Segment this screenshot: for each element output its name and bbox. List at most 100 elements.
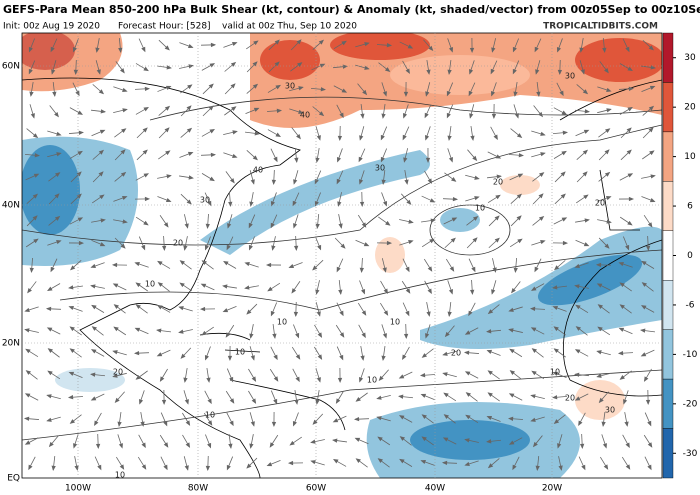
vector-head (627, 173, 634, 178)
vector-head (98, 149, 105, 155)
vector-head (289, 440, 295, 446)
colorbar-label: 20 (684, 103, 696, 113)
vector-head (359, 135, 364, 141)
vector-head (382, 200, 388, 207)
vector-head (625, 46, 630, 53)
vector-head (225, 332, 231, 338)
vector-head (185, 420, 191, 426)
vector-head (441, 460, 448, 466)
vector-head (48, 441, 54, 448)
vector-head (161, 399, 167, 406)
vector-head (354, 437, 361, 442)
vector-head (383, 310, 389, 316)
lat-label: 40N (2, 201, 20, 211)
vector-head (163, 222, 169, 228)
vector-head (619, 282, 625, 288)
vector-head (399, 436, 406, 441)
vector-head (73, 443, 78, 449)
contour-label: 30 (565, 72, 575, 81)
vector-head (142, 127, 148, 133)
vector-head (442, 372, 448, 377)
colorbar-label: -10 (683, 350, 698, 360)
vector-head (184, 223, 189, 229)
vector-head (361, 222, 367, 228)
vector-head (100, 109, 106, 114)
vector-head (188, 64, 194, 69)
vector-head (250, 179, 255, 185)
vector-head (29, 91, 34, 97)
vector-head (402, 134, 407, 141)
vector-head (491, 289, 496, 295)
vector-head (442, 437, 449, 442)
vector-head (507, 416, 514, 421)
vector-head (74, 465, 79, 471)
vector-head (645, 245, 651, 252)
contour-label: 10 (277, 318, 287, 327)
vector-head (312, 265, 318, 271)
vector-head (619, 304, 625, 310)
vector-head (209, 176, 215, 182)
vector-head (403, 157, 408, 163)
vector-head (560, 193, 566, 199)
vector-head (516, 215, 522, 221)
vector-head (273, 398, 278, 405)
vector-head (316, 311, 321, 317)
vector-head (77, 110, 84, 115)
vector-head (398, 415, 405, 420)
vector-head (339, 112, 344, 119)
vector-head (355, 458, 361, 464)
vector-head (584, 109, 590, 114)
vector-head (164, 45, 170, 51)
vector-head (157, 305, 163, 310)
vector-head (295, 354, 301, 360)
vector-head (76, 171, 82, 177)
vector-head (606, 87, 612, 92)
contour-label: 10 (475, 204, 485, 213)
vector-head (517, 238, 523, 244)
vector-head (337, 135, 343, 142)
colorbar-swatch (662, 230, 674, 281)
vector-head (421, 436, 427, 442)
vector-head (534, 46, 539, 53)
vector-head (319, 63, 326, 68)
vector-head (54, 111, 59, 118)
contour-label: 40 (300, 111, 310, 120)
vector-head (361, 332, 366, 339)
vector-head (315, 223, 320, 229)
colorbar-label: -6 (686, 300, 695, 310)
vector-head (273, 156, 278, 163)
vector-head (135, 282, 141, 288)
colorbar-label: -20 (683, 399, 698, 409)
vector-head (187, 43, 194, 49)
vector-head (486, 329, 492, 334)
vector-head (381, 179, 386, 185)
vector-head (141, 464, 147, 470)
vector-head (140, 421, 145, 427)
vector-head (337, 201, 342, 207)
vector-head (318, 111, 325, 117)
colorbar-swatch (662, 181, 674, 231)
vector-head (381, 113, 386, 119)
vector-head (54, 215, 61, 221)
vector-head (405, 310, 410, 317)
vector-head (408, 240, 414, 245)
vector-head (298, 86, 304, 91)
vector-head (95, 47, 100, 53)
vector-head (509, 348, 515, 354)
vector-head (98, 171, 104, 177)
colorbar-swatch (662, 378, 674, 429)
vector-head (52, 91, 57, 97)
vector-head (318, 39, 324, 45)
vector-head (46, 394, 52, 399)
vector-head (508, 328, 514, 333)
vector-head (486, 415, 493, 420)
forecast-hour: Forecast Hour: [528] (118, 22, 211, 32)
vector-head (491, 47, 496, 53)
vector-head (270, 200, 275, 207)
vector-head (355, 396, 361, 402)
vector-head (91, 326, 98, 331)
vector-head (474, 196, 480, 201)
vector-head (530, 286, 537, 291)
vector-head (253, 107, 260, 112)
vector-head (516, 133, 523, 139)
